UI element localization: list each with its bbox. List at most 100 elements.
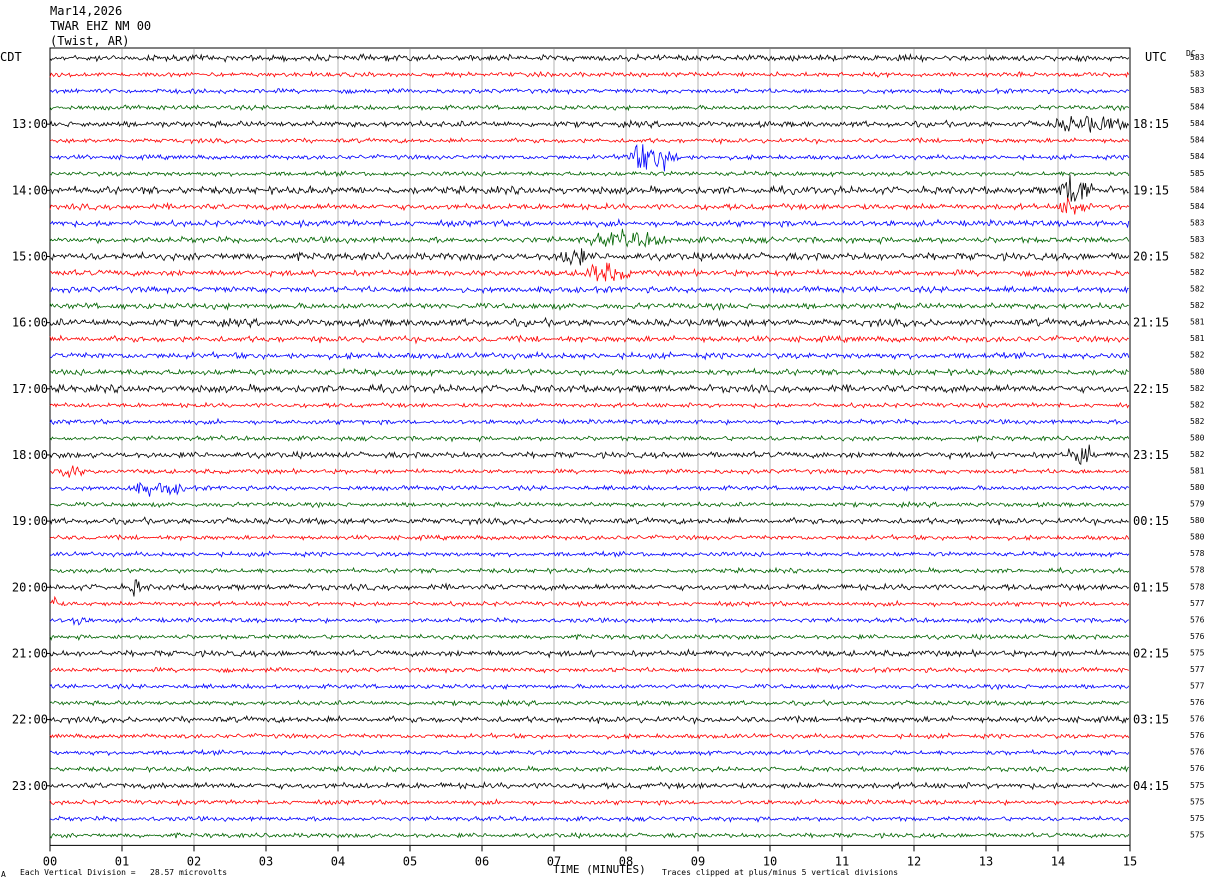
seismic-trace xyxy=(49,566,1130,575)
dc-value-label: 584 xyxy=(1190,119,1205,128)
seismic-trace xyxy=(49,169,1130,178)
dc-value-label: 583 xyxy=(1190,53,1205,62)
left-hour-label: 14:00 xyxy=(12,183,48,197)
dc-value-label: 578 xyxy=(1190,549,1205,558)
left-hour-label: 23:00 xyxy=(12,779,48,793)
seismic-trace xyxy=(49,434,1130,443)
dc-value-label: 580 xyxy=(1190,533,1205,542)
seismic-trace xyxy=(49,115,1130,133)
chart-date: Mar14,2026 xyxy=(50,4,123,18)
x-tick-label: 02 xyxy=(187,854,201,868)
x-tick-label: 12 xyxy=(907,854,921,868)
dc-value-label: 577 xyxy=(1190,682,1205,691)
seismic-trace xyxy=(49,87,1130,95)
seismic-trace xyxy=(49,595,1130,608)
seismic-trace xyxy=(49,666,1129,674)
dc-value-label: 582 xyxy=(1190,268,1205,277)
seismic-trace xyxy=(49,174,1129,202)
dc-value-label: 582 xyxy=(1190,351,1205,360)
left-hour-label: 21:00 xyxy=(12,646,48,660)
left-hour-label: 19:00 xyxy=(12,514,48,528)
right-hour-label: 04:15 xyxy=(1133,779,1169,793)
right-hour-label: 21:15 xyxy=(1133,316,1169,330)
dc-value-label: 581 xyxy=(1190,467,1205,476)
seismic-trace xyxy=(49,579,1130,597)
dc-value-label: 575 xyxy=(1190,781,1205,790)
left-hour-label: 16:00 xyxy=(12,316,48,330)
dc-value-label: 579 xyxy=(1190,500,1205,509)
right-timezone-label: UTC xyxy=(1145,50,1167,64)
dc-value-label: 576 xyxy=(1190,764,1205,773)
x-tick-label: 15 xyxy=(1123,854,1137,868)
seismic-trace xyxy=(49,383,1130,395)
right-hour-label: 23:15 xyxy=(1133,448,1169,462)
seismic-trace xyxy=(49,815,1130,823)
seismic-trace xyxy=(49,228,1130,248)
left-hour-label: 22:00 xyxy=(12,713,48,727)
dc-value-label: 582 xyxy=(1190,285,1205,294)
dc-value-label: 582 xyxy=(1190,301,1205,310)
clip-note: Traces clipped at plus/minus 5 vertical … xyxy=(662,868,899,877)
right-hour-label: 22:15 xyxy=(1133,382,1169,396)
seismic-trace xyxy=(49,197,1130,215)
dc-value-label: 576 xyxy=(1190,632,1205,641)
seismic-trace xyxy=(49,104,1130,112)
seismic-trace xyxy=(49,732,1130,740)
seismic-trace xyxy=(49,137,1130,146)
seismic-trace xyxy=(49,218,1130,229)
x-tick-label: 08 xyxy=(619,854,633,868)
x-tick-label: 04 xyxy=(331,854,345,868)
dc-value-label: 578 xyxy=(1190,566,1205,575)
seismic-trace xyxy=(49,316,1130,329)
seismic-trace xyxy=(49,444,1130,466)
left-hour-label: 17:00 xyxy=(12,382,48,396)
seismic-trace xyxy=(49,648,1130,659)
x-axis-label: TIME (MINUTES) xyxy=(553,863,646,876)
dc-value-label: 575 xyxy=(1190,830,1205,839)
dc-value-label: 583 xyxy=(1190,235,1205,244)
seismic-trace xyxy=(49,798,1130,807)
scale-note: Each Vertical Division = 28.57 microvolt… xyxy=(20,868,228,877)
dc-value-label: 576 xyxy=(1190,615,1205,624)
dc-value-label: 576 xyxy=(1190,715,1205,724)
dc-value-label: 582 xyxy=(1190,384,1205,393)
seismic-trace xyxy=(49,780,1129,791)
seismic-trace xyxy=(49,417,1129,426)
left-hour-label: 15:00 xyxy=(12,249,48,263)
seismic-trace xyxy=(49,334,1130,345)
x-tick-label: 09 xyxy=(691,854,705,868)
dc-value-label: 575 xyxy=(1190,797,1205,806)
corner-mark: A xyxy=(1,870,6,879)
seismic-trace xyxy=(49,500,1129,509)
seismic-trace xyxy=(49,699,1129,708)
right-hour-label: 02:15 xyxy=(1133,646,1169,660)
seismic-trace xyxy=(49,633,1129,641)
seismic-trace xyxy=(50,550,1130,559)
seismic-trace xyxy=(49,748,1130,757)
right-hour-label: 20:15 xyxy=(1133,249,1169,263)
seismic-trace xyxy=(49,765,1130,774)
seismic-trace xyxy=(49,683,1130,691)
dc-value-label: 581 xyxy=(1190,334,1205,343)
x-tick-label: 14 xyxy=(1051,854,1065,868)
x-tick-label: 13 xyxy=(979,854,993,868)
dc-value-label: 584 xyxy=(1190,185,1205,194)
x-tick-label: 03 xyxy=(259,854,273,868)
dc-value-label: 575 xyxy=(1190,814,1205,823)
right-hour-label: 19:15 xyxy=(1133,183,1169,197)
dc-value-label: 584 xyxy=(1190,136,1205,145)
right-hour-label: 00:15 xyxy=(1133,514,1169,528)
seismic-trace xyxy=(49,144,1130,172)
x-tick-label: 10 xyxy=(763,854,777,868)
dc-value-label: 582 xyxy=(1190,400,1205,409)
seismic-trace xyxy=(49,285,1129,295)
dc-value-label: 584 xyxy=(1190,202,1205,211)
right-hour-label: 18:15 xyxy=(1133,117,1169,131)
dc-value-label: 580 xyxy=(1190,516,1205,525)
x-tick-label: 07 xyxy=(547,854,561,868)
dc-value-label: 584 xyxy=(1190,152,1205,161)
left-hour-label: 18:00 xyxy=(12,448,48,462)
seismic-trace xyxy=(49,616,1129,626)
left-hour-label: 13:00 xyxy=(12,117,48,131)
